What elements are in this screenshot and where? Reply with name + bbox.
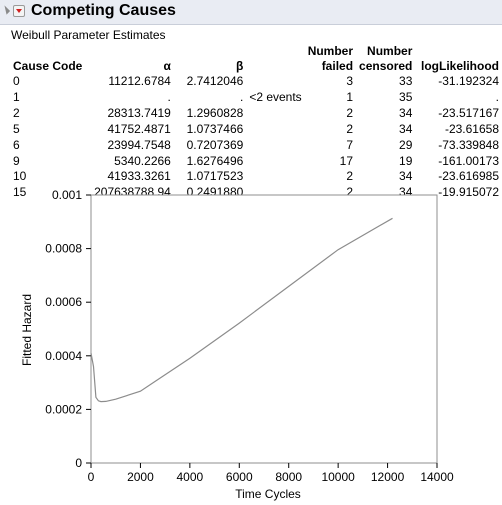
disclosure-triangle-icon[interactable] bbox=[0, 5, 11, 15]
y-tick-label: 0 bbox=[75, 456, 82, 470]
y-tick-label: 0.0002 bbox=[45, 402, 82, 416]
fitted-hazard-line bbox=[90, 217, 393, 403]
cell-loglikelihood: . bbox=[495, 89, 499, 104]
cell-number-censored: 34 bbox=[399, 105, 413, 120]
weibull-estimates-table: Cause Code α β Number failed Number cens… bbox=[10, 44, 502, 201]
cell-beta: . bbox=[239, 89, 244, 104]
col-alpha: α bbox=[163, 59, 171, 73]
cell-alpha: . bbox=[167, 89, 171, 104]
cell-beta: 2.7412046 bbox=[186, 74, 244, 88]
cell-number-censored: 33 bbox=[399, 74, 413, 88]
x-tick-label: 0 bbox=[88, 470, 95, 484]
y-tick-label: 0.0006 bbox=[45, 295, 82, 309]
cell-alpha: 41933.3261 bbox=[107, 169, 171, 184]
x-tick-label: 14000 bbox=[420, 470, 454, 484]
table-row: 6 23994.7548 0.7207369 7 29 -73.339848 bbox=[10, 138, 502, 154]
cell-number-failed: 1 bbox=[346, 89, 354, 104]
report-header: Competing Causes bbox=[0, 0, 502, 25]
cell-beta: 0.7207369 bbox=[186, 137, 244, 152]
cell-number-censored: 29 bbox=[399, 137, 413, 152]
x-axis-label: Time Cycles bbox=[235, 487, 301, 501]
cell-number-censored: 19 bbox=[399, 153, 413, 168]
y-tick-label: 0.0004 bbox=[45, 349, 82, 363]
table-row: 0 11212.6784 2.7412046 3 33 -31.192324 bbox=[10, 74, 502, 90]
cell-cause-code: 0 bbox=[13, 74, 20, 88]
x-tick-label: 2000 bbox=[127, 470, 154, 484]
red-triangle-menu-icon[interactable] bbox=[13, 5, 25, 17]
cell-note bbox=[246, 138, 304, 154]
cell-alpha: 41752.4871 bbox=[107, 121, 171, 136]
cell-alpha: 11212.6784 bbox=[108, 74, 171, 88]
cell-cause-code: 9 bbox=[13, 153, 20, 168]
cell-number-failed: 2 bbox=[346, 169, 354, 184]
col-cause-code: Cause Code bbox=[13, 59, 83, 73]
cell-loglikelihood: -23.517167 bbox=[438, 105, 499, 120]
cell-alpha: 23994.7548 bbox=[107, 137, 171, 152]
cell-loglikelihood: -19.915072 bbox=[438, 185, 499, 200]
cell-note bbox=[246, 169, 304, 185]
x-tick-label: 8000 bbox=[275, 470, 302, 484]
x-tick-label: 4000 bbox=[177, 470, 204, 484]
cell-beta: 1.0737466 bbox=[186, 121, 244, 136]
col-number-censored: Number censored bbox=[356, 44, 415, 74]
table-header-row: Cause Code α β Number failed Number cens… bbox=[10, 44, 502, 74]
cell-number-censored: 34 bbox=[399, 121, 413, 136]
table-row: 1.. <2 events 1 35. bbox=[10, 90, 502, 106]
x-tick-label: 10000 bbox=[321, 470, 355, 484]
col-beta: β bbox=[235, 59, 244, 73]
table-row: 10 41933.3261 1.0717523 2 34 -23.616985 bbox=[10, 169, 502, 185]
cell-alpha: 5340.2266 bbox=[114, 153, 171, 168]
y-axis-label: Fitted Hazard bbox=[20, 294, 34, 366]
y-tick-label: 0.0008 bbox=[45, 242, 82, 256]
y-axis: 0 0.0002 0.0004 0.0006 0.0008 0.001 bbox=[45, 188, 91, 470]
x-tick-label: 12000 bbox=[371, 470, 405, 484]
report-title: Competing Causes bbox=[31, 2, 176, 19]
plot-frame bbox=[90, 194, 438, 464]
cell-loglikelihood: -31.192324 bbox=[438, 74, 499, 88]
section-subtitle: Weibull Parameter Estimates bbox=[11, 28, 166, 42]
cell-loglikelihood: -161.00173 bbox=[438, 153, 499, 168]
cell-number-censored: 35 bbox=[399, 89, 413, 104]
col-note bbox=[246, 44, 304, 74]
x-axis: 0 2000 4000 6000 8000 10000 12000 14000 bbox=[88, 463, 454, 484]
cell-cause-code: 6 bbox=[13, 137, 20, 152]
cell-beta: 1.0717523 bbox=[186, 169, 244, 184]
cell-alpha: 28313.7419 bbox=[107, 105, 171, 120]
col-number-failed-line2: failed bbox=[321, 59, 354, 73]
table-row: 2 28313.7419 1.2960828 2 34 -23.517167 bbox=[10, 106, 502, 122]
cell-number-failed: 3 bbox=[346, 74, 354, 88]
cell-note bbox=[246, 122, 304, 138]
fitted-hazard-chart: 0 2000 4000 6000 8000 10000 12000 14000 0 0.0002… bbox=[20, 188, 454, 501]
cell-cause-code: 2 bbox=[13, 105, 20, 120]
cell-beta: 1.6276496 bbox=[186, 153, 244, 168]
cell-number-failed: 17 bbox=[339, 153, 354, 168]
table-row: 5 41752.4871 1.0737466 2 34 -23.61658 bbox=[10, 122, 502, 138]
col-number-censored-line2: censored bbox=[359, 59, 413, 73]
cell-number-censored: 34 bbox=[399, 169, 413, 184]
cell-number-failed: 2 bbox=[346, 185, 354, 200]
cell-note bbox=[246, 74, 304, 90]
col-loglikelihood: logLikelihood bbox=[421, 59, 499, 73]
cell-number-failed: 7 bbox=[346, 137, 354, 152]
cell-cause-code: 10 bbox=[13, 169, 27, 184]
y-tick-label: 0.001 bbox=[52, 188, 82, 202]
cell-number-failed: 2 bbox=[346, 105, 354, 120]
cell-loglikelihood: -23.61658 bbox=[444, 121, 499, 136]
cell-note bbox=[246, 154, 304, 170]
col-number-censored-line1: Number bbox=[367, 44, 413, 58]
cell-note bbox=[246, 106, 304, 122]
cell-note: <2 events bbox=[249, 89, 302, 104]
cell-loglikelihood: -23.616985 bbox=[438, 169, 499, 184]
cell-cause-code: 5 bbox=[13, 121, 20, 136]
col-number-failed-line1: Number bbox=[307, 44, 354, 58]
table-row: 9 5340.2266 1.6276496 17 19 -161.00173 bbox=[10, 154, 502, 170]
col-number-failed: Number failed bbox=[305, 44, 356, 74]
cell-number-failed: 2 bbox=[346, 121, 354, 136]
cell-beta: 1.2960828 bbox=[186, 105, 244, 120]
x-tick-label: 6000 bbox=[226, 470, 253, 484]
cell-loglikelihood: -73.339848 bbox=[438, 137, 499, 152]
cell-cause-code: 1 bbox=[13, 89, 20, 104]
cell-cause-code: 15 bbox=[13, 185, 27, 200]
